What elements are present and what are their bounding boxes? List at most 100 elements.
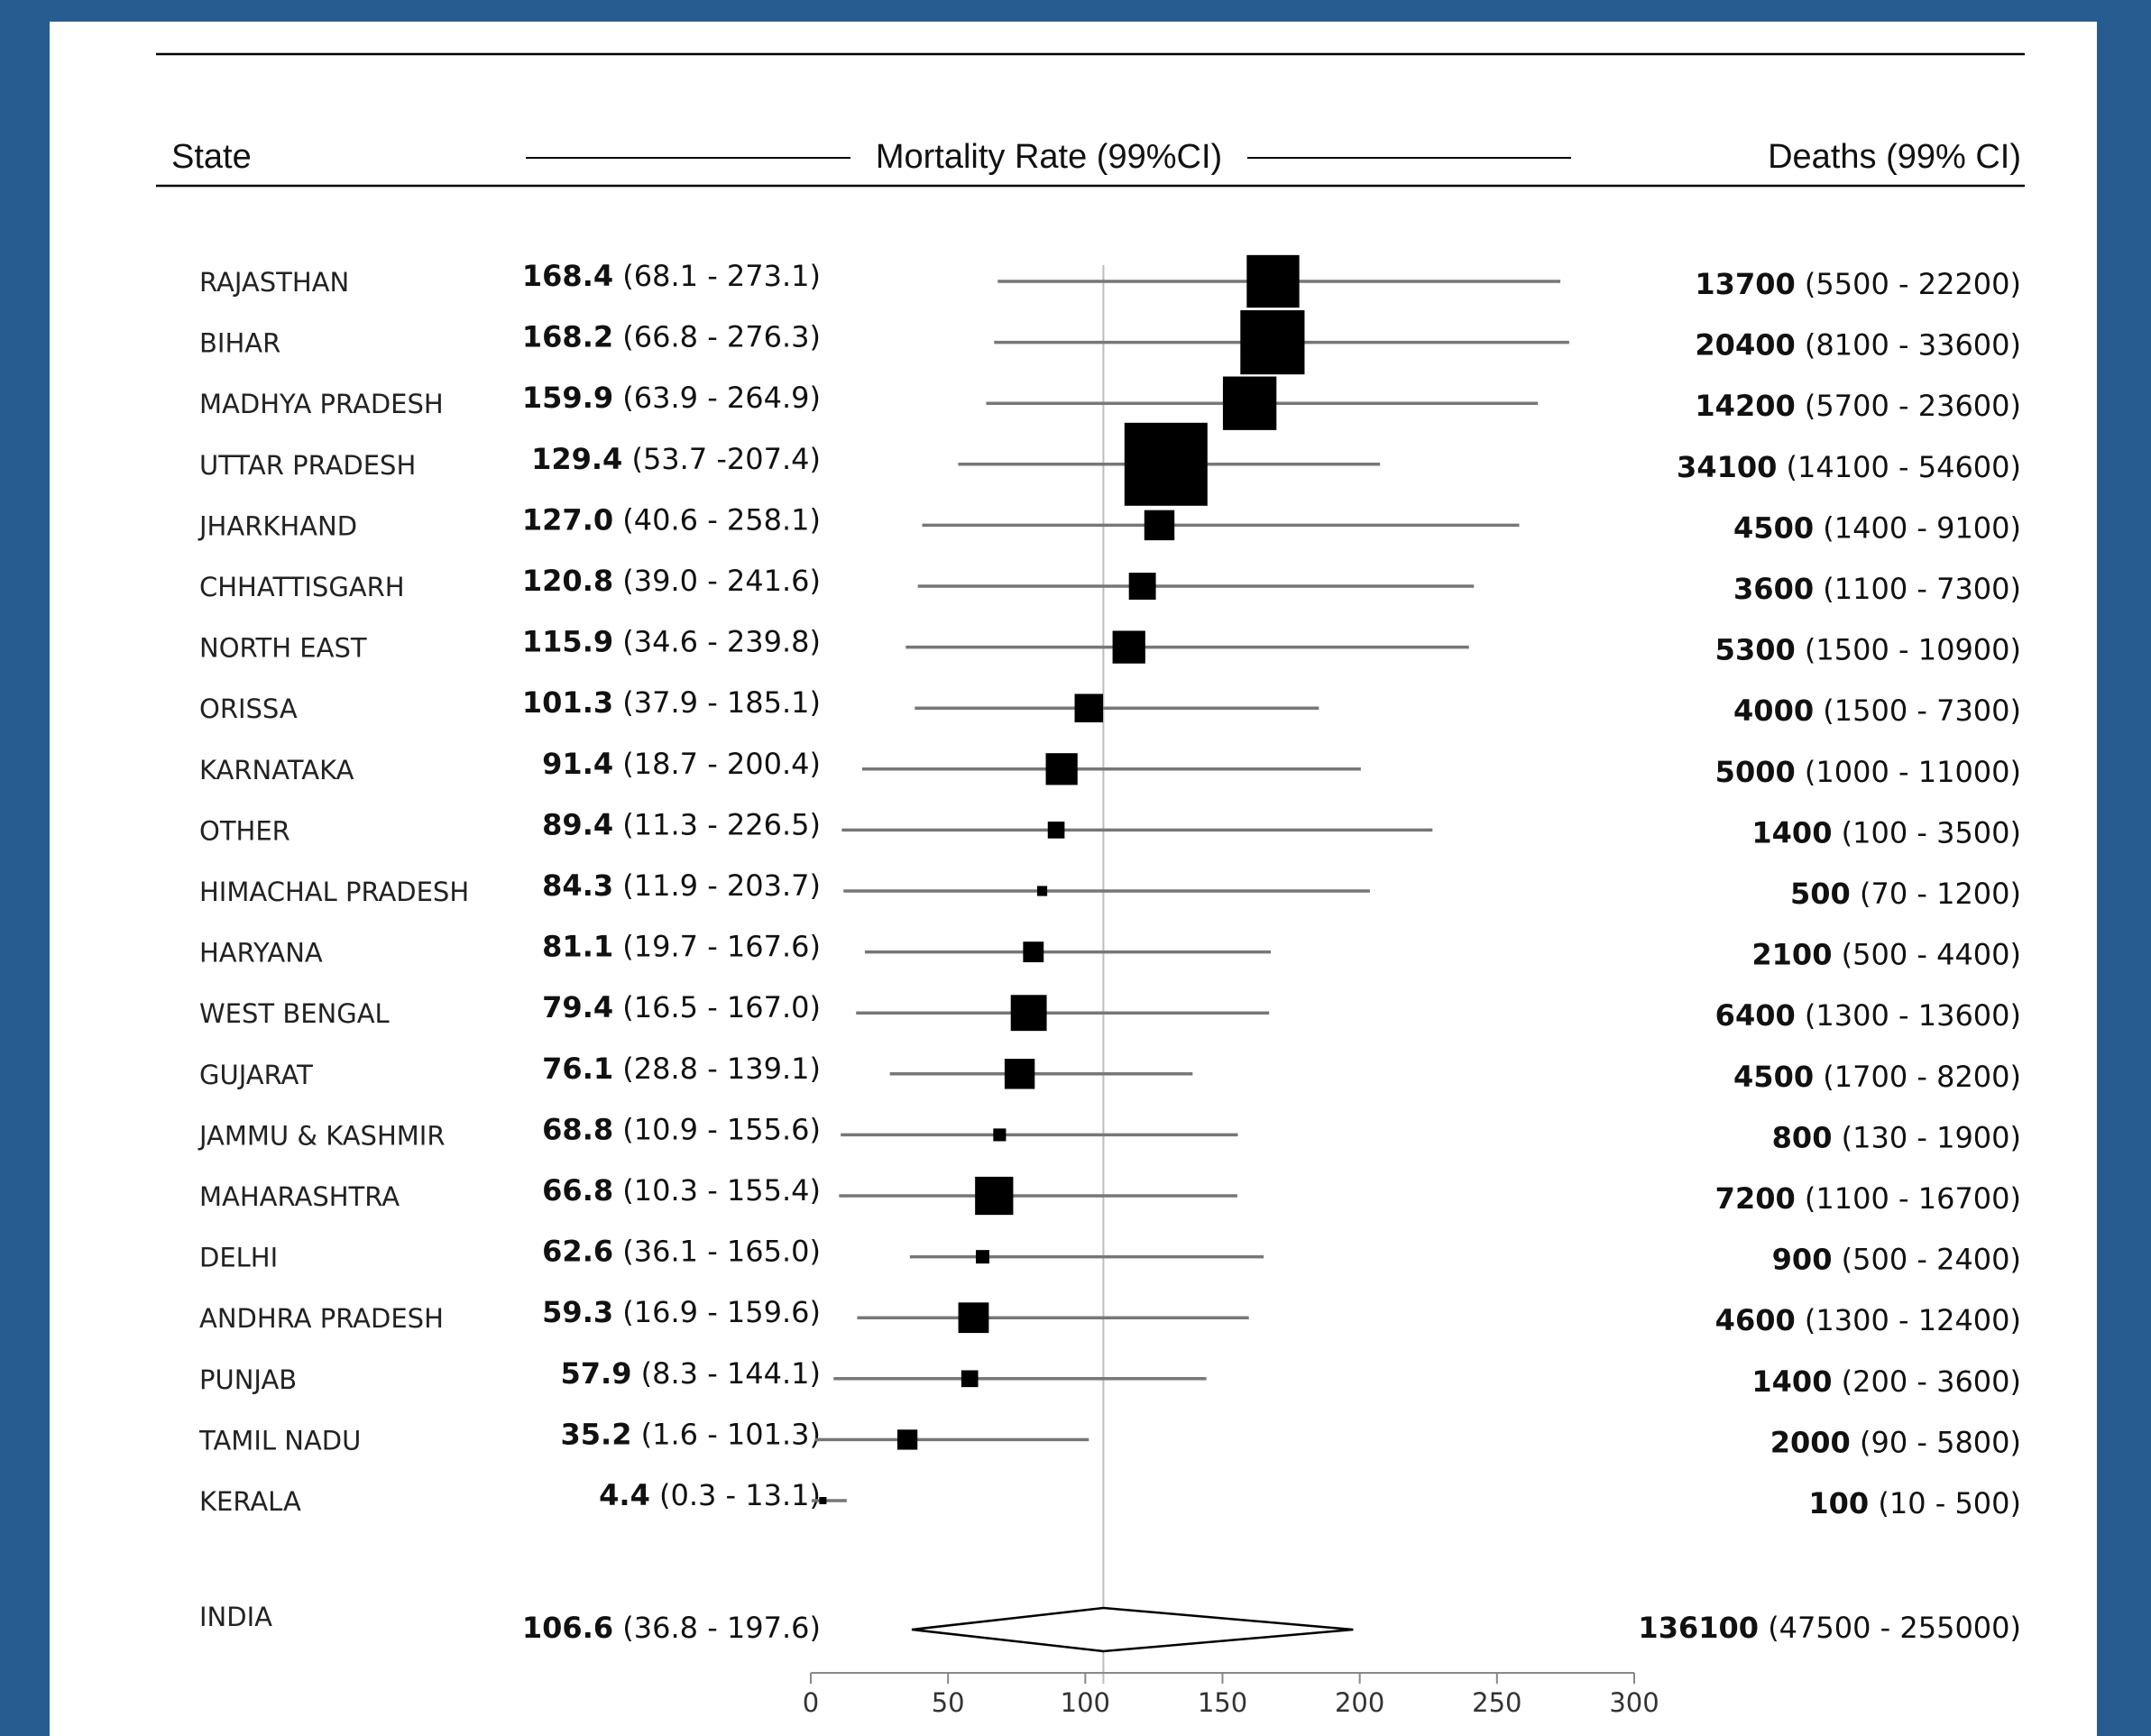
deaths-value-point: 6400 <box>1715 998 1796 1033</box>
rate-value-point: 4.4 <box>599 1478 650 1512</box>
row-bihar: BIHAR 168.2 (66.8 - 276.3) 20400 (8100 - 3… <box>199 310 2021 375</box>
deaths-value-interval: (1300 - 12400) <box>1796 1303 2021 1337</box>
x-tick-label: 50 <box>932 1687 965 1718</box>
state-label: KERALA <box>199 1486 301 1517</box>
deaths-value-point: 900 <box>1772 1243 1833 1277</box>
row-himachal-pradesh: HIMACHAL PRADESH 84.3 (11.9 - 203.7) 500 (… <box>199 868 2021 911</box>
deaths-value-point: 5300 <box>1715 633 1796 667</box>
summary-rate-value-point: 106.6 <box>522 1611 613 1645</box>
rate-value-interval: (39.0 - 241.6) <box>613 564 821 598</box>
deaths-value: 2000 (90 - 5800) <box>1770 1425 2021 1459</box>
rate-value-point: 62.6 <box>542 1235 613 1269</box>
rate-value-point: 84.3 <box>542 868 613 903</box>
state-label: MADHYA PRADESH <box>199 389 444 419</box>
rate-value-interval: (16.9 - 159.6) <box>613 1295 821 1329</box>
rate-value-interval: (37.9 - 185.1) <box>613 685 821 720</box>
deaths-value: 500 (70 - 1200) <box>1790 877 2021 911</box>
deaths-value: 2100 (500 - 4400) <box>1751 938 2021 972</box>
rate-value: 159.9 (63.9 - 264.9) <box>522 381 821 415</box>
rate-column-header: Mortality Rate (99%CI) <box>876 138 1222 176</box>
deaths-value: 20400 (8100 - 33600) <box>1695 328 2021 363</box>
point-marker <box>1246 254 1300 308</box>
rate-value: 84.3 (11.9 - 203.7) <box>542 868 821 903</box>
rate-value-interval: (19.7 - 167.6) <box>613 930 821 964</box>
state-label: ANDHRA PRADESH <box>199 1303 444 1334</box>
deaths-value-point: 4600 <box>1715 1303 1796 1337</box>
rate-value: 120.8 (39.0 - 241.6) <box>522 564 821 598</box>
rate-value-point: 115.9 <box>522 625 613 659</box>
deaths-value-interval: (1000 - 11000) <box>1796 755 2021 789</box>
deaths-value-point: 2000 <box>1770 1425 1851 1459</box>
summary-rate-value-interval: (36.8 - 197.6) <box>613 1611 821 1645</box>
x-tick-label: 0 <box>803 1687 819 1718</box>
deaths-value-point: 800 <box>1772 1120 1833 1154</box>
rate-value-interval: (28.8 - 139.1) <box>613 1052 821 1086</box>
rate-value-point: 168.2 <box>522 320 613 354</box>
point-marker <box>961 1370 979 1388</box>
deaths-value-point: 1400 <box>1751 1364 1832 1399</box>
state-label: GUJARAT <box>199 1060 313 1090</box>
deaths-value-interval: (500 - 2400) <box>1832 1243 2021 1277</box>
rate-value-interval: (8.3 - 144.1) <box>631 1356 821 1391</box>
x-tick-label: 250 <box>1472 1687 1521 1718</box>
deaths-value: 5000 (1000 - 11000) <box>1715 755 2021 789</box>
state-label: CHHATTISGARH <box>199 572 405 602</box>
deaths-value-point: 4500 <box>1733 510 1814 545</box>
rate-value: 4.4 (0.3 - 13.1) <box>599 1478 821 1512</box>
rate-value: 115.9 (34.6 - 239.8) <box>522 625 821 659</box>
deaths-value: 4500 (1400 - 9100) <box>1733 510 2021 545</box>
deaths-value-point: 4000 <box>1733 693 1814 728</box>
deaths-value-point: 5000 <box>1715 755 1796 789</box>
deaths-value-interval: (1100 - 7300) <box>1814 572 2021 606</box>
rate-value: 127.0 (40.6 - 258.1) <box>522 502 821 537</box>
rate-value: 168.4 (68.1 - 273.1) <box>522 259 821 293</box>
point-marker <box>819 1497 827 1504</box>
row-chhattisgarh: CHHATTISGARH 120.8 (39.0 - 241.6) 3600 (11… <box>199 564 2021 606</box>
rate-value: 168.2 (66.8 - 276.3) <box>522 320 821 354</box>
forest-plot: State Mortality Rate (99%CI) Deaths (99%… <box>156 52 2025 1718</box>
row-haryana: HARYANA 81.1 (19.7 - 167.6) 2100 (500 - 44… <box>199 930 2021 972</box>
rate-value-interval: (36.1 - 165.0) <box>613 1235 821 1269</box>
rate-value-interval: (16.5 - 167.0) <box>613 990 821 1024</box>
rate-value-point: 120.8 <box>522 564 613 598</box>
state-label: HARYANA <box>199 938 323 969</box>
point-marker <box>976 1250 989 1264</box>
rate-value-point: 57.9 <box>561 1356 632 1391</box>
rate-value-point: 129.4 <box>531 442 622 476</box>
point-marker <box>1023 941 1044 963</box>
row-north-east: NORTH EAST 115.9 (34.6 - 239.8) 5300 (1500… <box>199 625 2021 667</box>
rate-value: 81.1 (19.7 - 167.6) <box>542 930 821 964</box>
rate-value: 59.3 (16.9 - 159.6) <box>542 1295 821 1329</box>
point-marker <box>958 1302 989 1334</box>
rate-value: 35.2 (1.6 - 101.3) <box>561 1417 821 1451</box>
deaths-value-interval: (200 - 3600) <box>1832 1364 2021 1399</box>
point-marker <box>1004 1059 1035 1089</box>
state-label: MAHARASHTRA <box>199 1181 400 1212</box>
rate-value-interval: (68.1 - 273.1) <box>613 259 821 293</box>
row-other: OTHER 89.4 (11.3 - 226.5) 1400 (100 - 3500… <box>199 807 2021 850</box>
state-label: WEST BENGAL <box>199 998 390 1029</box>
rate-value-interval: (10.9 - 155.6) <box>613 1112 821 1146</box>
state-label: JAMMU & KASHMIR <box>198 1120 445 1151</box>
deaths-value: 900 (500 - 2400) <box>1772 1243 2021 1277</box>
deaths-value-point: 1400 <box>1751 815 1832 850</box>
deaths-value-interval: (1500 - 7300) <box>1814 693 2021 728</box>
deaths-value: 13700 (5500 - 22200) <box>1695 267 2021 301</box>
deaths-value-interval: (1400 - 9100) <box>1814 510 2021 545</box>
deaths-value-interval: (100 - 3500) <box>1832 815 2021 850</box>
rate-value: 79.4 (16.5 - 167.0) <box>542 990 821 1024</box>
deaths-column-header: Deaths (99% CI) <box>1768 138 2021 176</box>
rate-value-point: 66.8 <box>542 1173 613 1208</box>
point-marker <box>975 1176 1014 1216</box>
point-marker <box>1240 310 1305 375</box>
deaths-value-interval: (8100 - 33600) <box>1796 328 2021 363</box>
point-marker <box>1222 376 1277 430</box>
state-label: KARNATAKA <box>199 755 354 785</box>
state-label: BIHAR <box>199 328 280 359</box>
rate-value: 66.8 (10.3 - 155.4) <box>542 1173 821 1208</box>
state-label: JHARKHAND <box>198 510 357 541</box>
row-delhi: DELHI 62.6 (36.1 - 165.0) 900 (500 - 2400) <box>199 1235 2021 1277</box>
deaths-value-interval: (1500 - 10900) <box>1796 633 2021 667</box>
rate-value-point: 76.1 <box>542 1052 613 1086</box>
point-marker <box>1112 630 1145 664</box>
